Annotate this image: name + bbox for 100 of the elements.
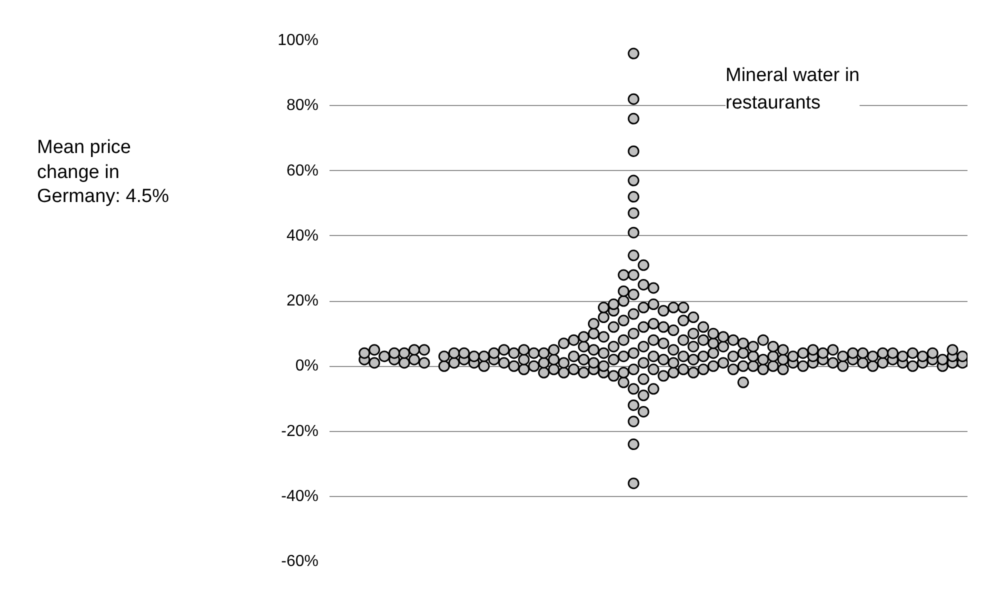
point: [568, 364, 580, 376]
point: [757, 334, 769, 346]
point: [678, 314, 690, 326]
point: [648, 350, 660, 362]
point: [638, 340, 650, 352]
point: [648, 364, 660, 376]
point: [737, 347, 749, 359]
y-tick-label: -20%: [281, 422, 319, 440]
point: [608, 354, 620, 366]
point: [498, 357, 510, 369]
point: [867, 360, 879, 372]
point: [548, 354, 560, 366]
point: [438, 350, 450, 362]
point: [658, 305, 670, 317]
point: [708, 360, 720, 372]
point: [877, 357, 889, 369]
point: [588, 357, 600, 369]
point: [797, 347, 809, 359]
point: [688, 354, 700, 366]
point: [886, 347, 898, 359]
point: [757, 354, 769, 366]
point: [408, 344, 420, 356]
point: [727, 350, 739, 362]
point: [618, 366, 630, 378]
point: [568, 350, 580, 362]
y-tick-label: 60%: [286, 162, 319, 180]
text: Mean price change in Germany: 4.5%: [37, 136, 169, 210]
point: [618, 285, 630, 297]
point: [418, 357, 430, 369]
point: [658, 321, 670, 333]
point: [926, 347, 938, 359]
point: [837, 360, 849, 372]
point: [568, 334, 580, 346]
point: [608, 321, 620, 333]
point: [648, 334, 660, 346]
point: [458, 347, 470, 359]
point: [678, 302, 690, 314]
point: [946, 344, 958, 356]
point: [578, 340, 590, 352]
point: [548, 344, 560, 356]
point: [478, 360, 490, 372]
point: [658, 338, 670, 350]
point: [737, 376, 749, 388]
point: [658, 354, 670, 366]
point: [638, 357, 650, 369]
point: [777, 364, 789, 376]
point: [398, 357, 410, 369]
point: [628, 347, 640, 359]
point: [827, 344, 839, 356]
point: [638, 373, 650, 385]
point: [688, 312, 700, 324]
point: [916, 350, 928, 362]
point: [618, 314, 630, 326]
point: [628, 416, 640, 428]
point: [578, 366, 590, 378]
point: [628, 399, 640, 411]
point: [718, 331, 730, 343]
point: [438, 360, 450, 372]
point: [518, 354, 530, 366]
point: [538, 366, 550, 378]
point: [688, 340, 700, 352]
point: [528, 347, 540, 359]
point: [638, 321, 650, 333]
point: [638, 302, 650, 314]
point: [797, 360, 809, 372]
point: [668, 344, 680, 356]
point: [448, 357, 460, 369]
point: [837, 350, 849, 362]
point: [628, 250, 640, 262]
point: [668, 302, 680, 314]
point: [558, 366, 570, 378]
point: [398, 347, 410, 359]
point: [628, 478, 640, 490]
point: [688, 366, 700, 378]
y-tick-label: -60%: [281, 553, 319, 570]
point: [777, 344, 789, 356]
point: [708, 338, 720, 350]
point: [578, 331, 590, 343]
point: [847, 347, 859, 359]
point: [727, 364, 739, 376]
point: [478, 350, 490, 362]
point: [817, 347, 829, 359]
point: [598, 331, 610, 343]
point: [628, 438, 640, 450]
point: [608, 370, 620, 382]
point: [618, 269, 630, 281]
point: [807, 344, 819, 356]
point: [638, 278, 650, 290]
point: [628, 93, 640, 105]
y-tick-label: -40%: [281, 488, 319, 505]
point: [698, 364, 710, 376]
point: [648, 383, 660, 395]
point: [578, 354, 590, 366]
point: [588, 318, 600, 330]
point: [718, 340, 730, 352]
point: [867, 350, 879, 362]
point: [678, 364, 690, 376]
point: [628, 207, 640, 219]
point: [508, 360, 520, 372]
point: [448, 347, 460, 359]
